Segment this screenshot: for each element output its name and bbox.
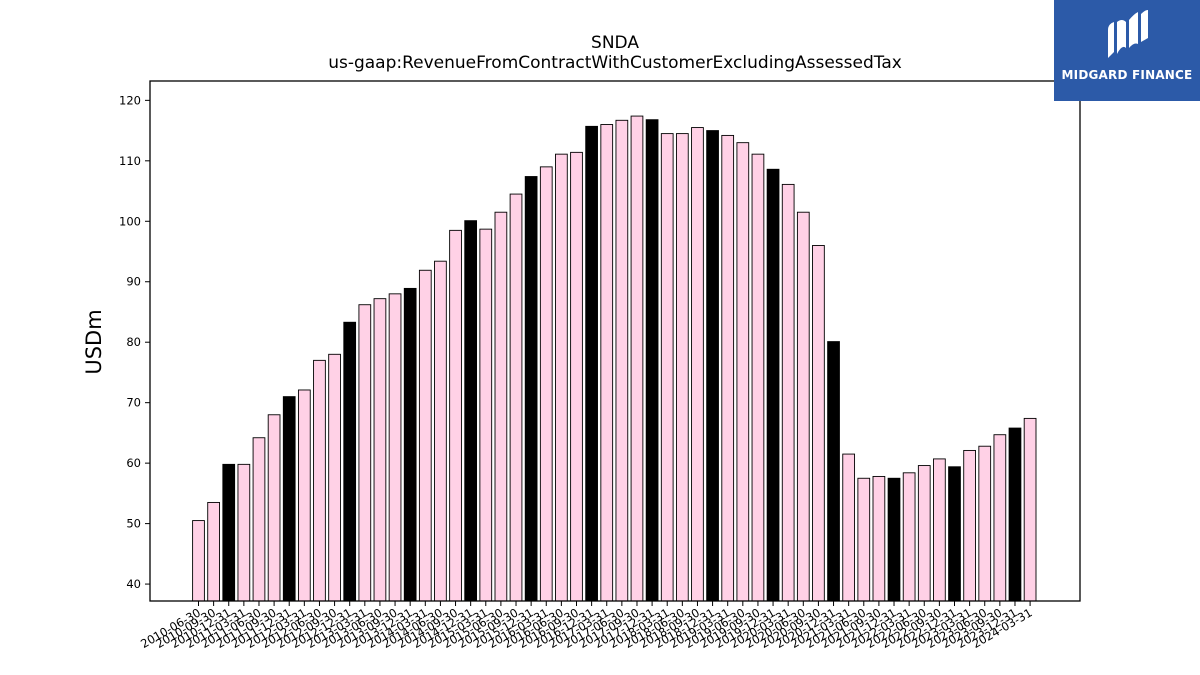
- bar-2018-06-30: [675, 133, 689, 602]
- bar-2015-12-31: [524, 176, 538, 602]
- y-axis-label: USDm: [82, 309, 106, 374]
- bar-2022-03-31: [902, 472, 916, 602]
- bar-2022-09-30: [933, 458, 946, 602]
- y-tick-label: 50: [126, 517, 141, 531]
- bar-2010-12-31: [222, 463, 236, 602]
- bar-2015-09-30: [509, 193, 523, 602]
- y-tick-label: 80: [126, 335, 141, 349]
- bar-2011-12-31: [282, 396, 296, 602]
- y-tick-label: 120: [119, 93, 141, 107]
- bar-2021-09-30: [872, 475, 886, 602]
- y-axis: 40 50 60 70 80 90 100 110 120: [119, 93, 150, 591]
- bar-2023-09-30: [993, 434, 1007, 602]
- bar-2021-06-30: [857, 477, 871, 602]
- bar-2014-09-30: [449, 229, 462, 602]
- bar-2014-06-30: [434, 260, 447, 602]
- bar-2020-06-30: [796, 211, 810, 602]
- bar-2017-06-30: [615, 119, 629, 602]
- bar-2013-03-31: [358, 304, 372, 602]
- y-tick-label: 70: [126, 396, 141, 410]
- y-tick-label: 60: [126, 456, 141, 470]
- bar-2018-09-30: [691, 127, 704, 602]
- midgard-logo-icon: [1108, 10, 1148, 58]
- bar-2023-06-30: [978, 445, 992, 602]
- bar-2012-06-30: [313, 359, 326, 602]
- y-tick-label: 100: [119, 214, 141, 228]
- bar-2021-03-31: [842, 453, 856, 602]
- bar-2019-09-30: [751, 153, 765, 602]
- x-axis: 2010-06-302010-09-302010-12-312011-03-31…: [138, 601, 1035, 651]
- bar-2019-06-30: [736, 142, 750, 602]
- plot-frame: [149, 80, 1081, 602]
- bar-2011-03-31: [237, 463, 251, 602]
- bar-2020-03-31: [781, 183, 795, 602]
- chart-subtitle: us-gaap:RevenueFromContractWithCustomerE…: [328, 53, 902, 73]
- bar-2011-09-30: [267, 414, 281, 602]
- bar-2015-03-31: [479, 228, 493, 602]
- bar-2016-09-30: [570, 151, 583, 602]
- bar-2017-03-31: [600, 124, 614, 602]
- bar-2017-12-31: [645, 119, 659, 602]
- y-tick-label: 110: [119, 154, 141, 168]
- bar-2011-06-30: [252, 437, 266, 602]
- bar-2014-03-31: [418, 269, 432, 602]
- bar-2020-12-31: [827, 341, 840, 602]
- bar-2014-12-31: [464, 220, 478, 602]
- bar-2010-09-30: [207, 501, 220, 602]
- bar-2023-12-31: [1008, 427, 1022, 602]
- bar-2012-09-30: [328, 353, 341, 602]
- bar-2015-06-30: [494, 211, 508, 602]
- bar-2020-09-30: [812, 245, 825, 602]
- bar-2024-03-31: [1023, 417, 1037, 602]
- bar-2013-06-30: [373, 298, 387, 602]
- bar-2012-03-31: [297, 389, 311, 602]
- bar-2022-06-30: [917, 465, 931, 602]
- bar-2018-03-31: [660, 133, 674, 602]
- bar-2016-03-31: [539, 166, 553, 602]
- bar-2019-03-31: [721, 134, 735, 602]
- chart-title: SNDA: [591, 33, 639, 53]
- brand-logo: MIDGARD FINANCE: [1054, 0, 1200, 101]
- bars-group: [192, 115, 1037, 602]
- bar-2010-06-30: [192, 520, 205, 602]
- bar-2013-12-31: [403, 287, 417, 602]
- y-tick-label: 90: [126, 275, 141, 289]
- logo-wordmark: MIDGARD FINANCE: [1061, 68, 1193, 82]
- bar-2022-12-31: [948, 466, 961, 602]
- bar-2018-12-31: [706, 130, 719, 602]
- bar-2012-12-31: [343, 321, 357, 602]
- bar-2013-09-30: [388, 293, 402, 602]
- bar-2019-12-31: [766, 168, 780, 602]
- bar-2016-12-31: [585, 125, 598, 602]
- bar-2023-03-31: [963, 449, 976, 602]
- bar-2016-06-30: [555, 153, 568, 602]
- bar-2017-09-30: [630, 115, 644, 602]
- y-tick-label: 40: [126, 577, 141, 591]
- bar-2021-12-31: [887, 477, 901, 602]
